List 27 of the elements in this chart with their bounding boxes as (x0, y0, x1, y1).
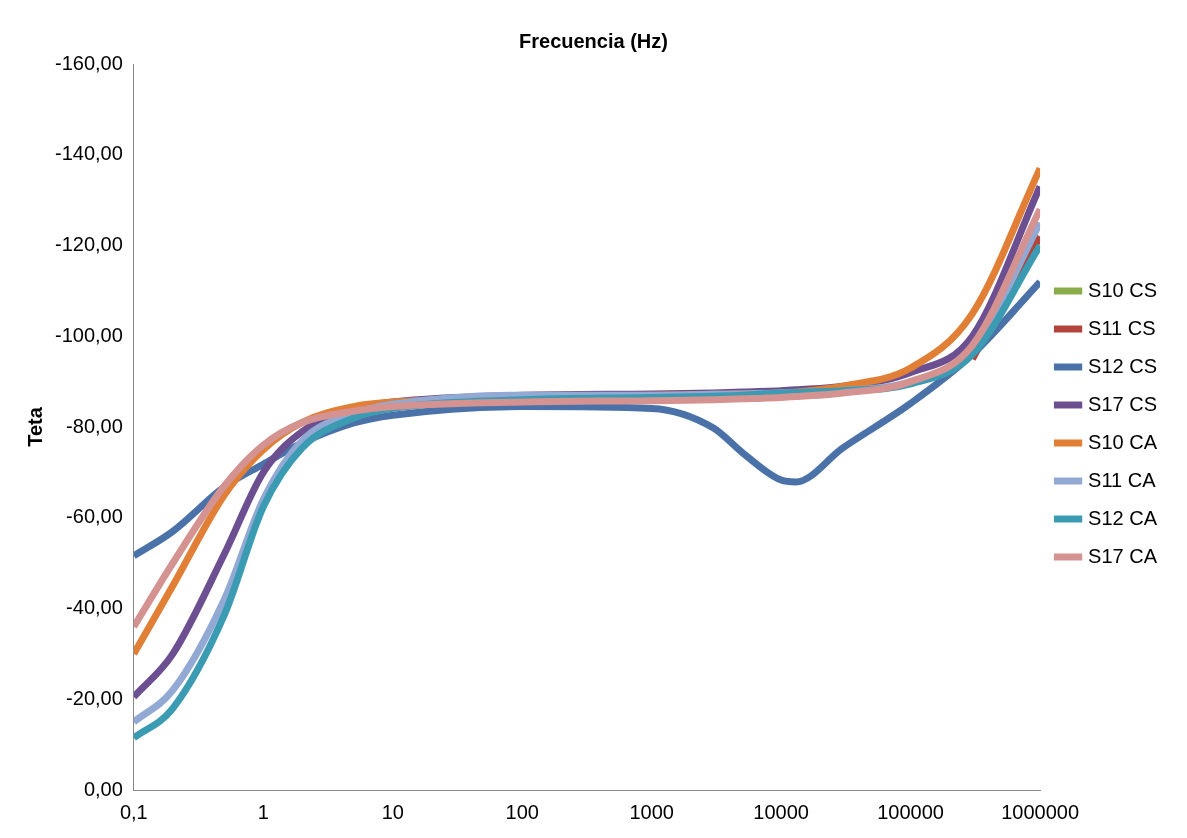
x-tick-label: 1000000 (1001, 800, 1080, 823)
y-axis-title: Teta (23, 406, 46, 447)
y-tick-label: -160,00 (54, 51, 123, 74)
x-tick-label: 1 (257, 800, 269, 823)
y-tick-label: -20,00 (66, 686, 123, 709)
legend-label: S10 CS (1088, 278, 1158, 301)
legend-label: S10 CA (1088, 430, 1158, 453)
x-tick-label: 0,1 (119, 800, 148, 823)
legend-label: S17 CS (1088, 392, 1158, 415)
y-tick-label: -80,00 (66, 414, 123, 437)
x-tick-label: 10000 (753, 800, 809, 823)
legend-label: S12 CA (1088, 506, 1158, 529)
legend-label: S11 CS (1088, 316, 1156, 339)
x-tick-label: 100000 (877, 800, 944, 823)
y-tick-label: 0,00 (83, 777, 123, 800)
legend-label: S17 CA (1088, 544, 1158, 567)
x-tick-label: 100 (505, 800, 539, 823)
y-tick-label: -60,00 (66, 505, 123, 528)
y-tick-label: -100,00 (54, 323, 123, 346)
legend-label: S12 CS (1088, 354, 1158, 377)
x-tick-label: 1000 (629, 800, 674, 823)
y-tick-label: -140,00 (54, 142, 123, 165)
y-tick-label: -120,00 (54, 233, 123, 256)
chart-title: Frecuencia (Hz) (519, 29, 668, 52)
x-tick-label: 10 (381, 800, 404, 823)
y-tick-label: -40,00 (66, 596, 123, 619)
legend-label: S11 CA (1088, 468, 1157, 491)
